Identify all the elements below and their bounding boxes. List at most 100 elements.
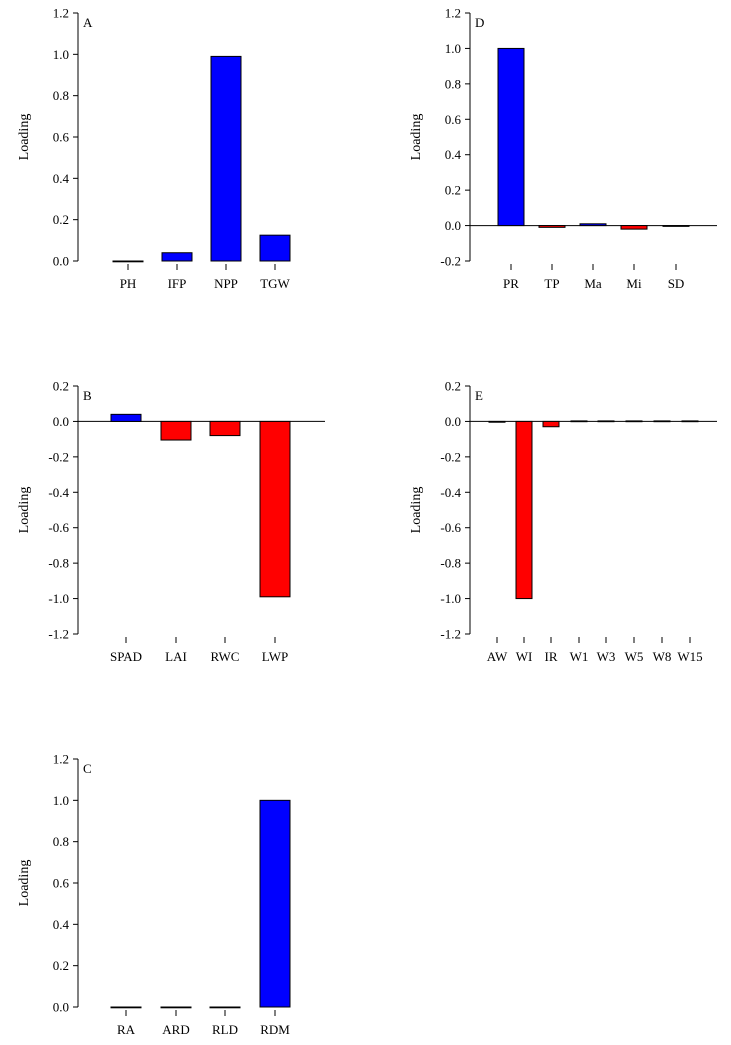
x-tick-label: AW	[487, 649, 508, 664]
bar-mi	[620, 225, 648, 230]
x-tick-label: ARD	[162, 1022, 189, 1037]
y-tick-label: -1.2	[48, 627, 69, 642]
x-tick-label: SD	[668, 276, 685, 291]
panel-label: E	[475, 388, 483, 403]
x-tick-label: W5	[625, 649, 644, 664]
y-tick-label: 1.2	[53, 6, 69, 21]
bar-ard	[160, 1006, 192, 1009]
bar-w3	[597, 420, 615, 423]
bar-spad	[110, 413, 142, 422]
x-tick-label: TGW	[260, 276, 290, 291]
bar-ir	[542, 420, 560, 428]
y-tick-label: 0.2	[445, 183, 461, 198]
y-tick-label: 0.2	[53, 958, 69, 973]
bar-pr	[497, 47, 525, 227]
y-tick-label: 1.0	[53, 793, 69, 808]
x-tick-label: W3	[597, 649, 616, 664]
x-tick-label: W15	[677, 649, 702, 664]
y-axis-label: Loading	[17, 487, 32, 534]
y-tick-label: 0.8	[53, 88, 69, 103]
x-tick-label: RWC	[211, 649, 240, 664]
y-tick-label: 0.0	[53, 414, 69, 429]
y-tick-label: 1.2	[53, 752, 69, 767]
bar-w5	[625, 420, 643, 423]
x-tick-label: PR	[503, 276, 519, 291]
x-tick-label: NPP	[214, 276, 238, 291]
y-tick-label: 0.2	[53, 212, 69, 227]
panel-d: -0.2 0.0 0.2 0.4 0.6 0.8 1.0 1.2 Loading D PR TP Ma M…	[409, 6, 717, 291]
x-tick-label: RA	[117, 1022, 136, 1037]
y-tick-label: -0.6	[440, 520, 461, 535]
y-tick-label: 0.4	[53, 917, 70, 932]
x-tick-label: LAI	[165, 649, 187, 664]
y-tick-label: -0.2	[440, 449, 461, 464]
bar-wi	[515, 420, 533, 600]
panel-label: D	[475, 15, 484, 30]
x-tick-label: W8	[653, 649, 672, 664]
x-tick-label: LWP	[262, 649, 288, 664]
x-tick-label: PH	[120, 276, 137, 291]
y-tick-label: -0.2	[48, 449, 69, 464]
y-tick-label: 0.0	[445, 414, 461, 429]
y-tick-label: 1.0	[53, 47, 69, 62]
y-tick-label: 0.4	[53, 171, 70, 186]
bar-ra	[110, 1006, 142, 1009]
bar-lwp	[259, 420, 291, 598]
panel-label: C	[83, 761, 92, 776]
y-tick-label: 1.2	[445, 6, 461, 21]
panel-e: -1.2 -1.0 -0.8 -0.6 -0.4 -0.2 0.0 0.2 Loading E AW…	[409, 379, 717, 664]
x-tick-label: RDM	[260, 1022, 290, 1037]
y-tick-label: 0.8	[445, 76, 461, 91]
bar-aw	[488, 420, 506, 423]
bar-rld	[209, 1006, 241, 1009]
y-tick-label: 0.2	[53, 379, 69, 394]
y-tick-label: 0.6	[53, 876, 70, 891]
bar-w1	[570, 420, 588, 423]
bar-rdm	[259, 799, 291, 1008]
bar-tgw	[259, 234, 291, 262]
panel-b: -1.2 -1.0 -0.8 -0.6 -0.4 -0.2 0.0 0.2 Loading B SP…	[17, 379, 325, 664]
y-tick-label: -0.8	[440, 556, 461, 571]
x-tick-label: TP	[544, 276, 559, 291]
y-tick-label: -1.0	[48, 591, 69, 606]
y-axis-label: Loading	[17, 114, 32, 161]
x-tick-label: W1	[570, 649, 589, 664]
y-tick-label: -1.0	[440, 591, 461, 606]
x-tick-label: IFP	[168, 276, 187, 291]
y-tick-label: -0.8	[48, 556, 69, 571]
panel-label: B	[83, 388, 92, 403]
bar-ma	[579, 223, 607, 227]
bar-ph	[112, 260, 144, 263]
panel-label: A	[83, 15, 93, 30]
y-tick-label: 0.0	[53, 254, 69, 269]
x-tick-label: Ma	[584, 276, 602, 291]
bar-w8	[653, 420, 671, 423]
bar-lai	[160, 420, 192, 441]
y-tick-label: 0.6	[445, 112, 462, 127]
y-tick-label: -0.4	[440, 485, 461, 500]
y-tick-label: -0.6	[48, 520, 69, 535]
y-tick-label: -0.2	[440, 254, 461, 269]
y-tick-label: -1.2	[440, 627, 461, 642]
y-tick-label: 0.0	[53, 1000, 69, 1015]
bar-tp	[538, 225, 566, 228]
y-tick-label: 0.4	[445, 147, 462, 162]
y-axis-label: Loading	[409, 487, 424, 534]
y-tick-label: 1.0	[445, 41, 461, 56]
y-tick-label: 0.0	[445, 218, 461, 233]
panel-a: 0.0 0.2 0.4 0.6 0.8 1.0 1.2 Loading A PH IFP NPP TGW	[17, 6, 291, 292]
bar-w15	[681, 420, 699, 423]
bar-ifp	[161, 252, 193, 262]
y-axis-label: Loading	[409, 114, 424, 161]
panel-c: 0.0 0.2 0.4 0.6 0.8 1.0 1.2 Loading C RA ARD RLD RDM	[17, 752, 291, 1037]
x-tick-label: WI	[516, 649, 533, 664]
bar-rwc	[209, 420, 241, 437]
y-tick-label: 0.6	[53, 130, 70, 145]
y-tick-label: -0.4	[48, 485, 69, 500]
y-axis-label: Loading	[17, 860, 32, 907]
y-tick-label: 0.8	[53, 834, 69, 849]
bar-sd	[662, 225, 690, 227]
x-tick-label: Mi	[626, 276, 642, 291]
x-tick-label: IR	[545, 649, 558, 664]
